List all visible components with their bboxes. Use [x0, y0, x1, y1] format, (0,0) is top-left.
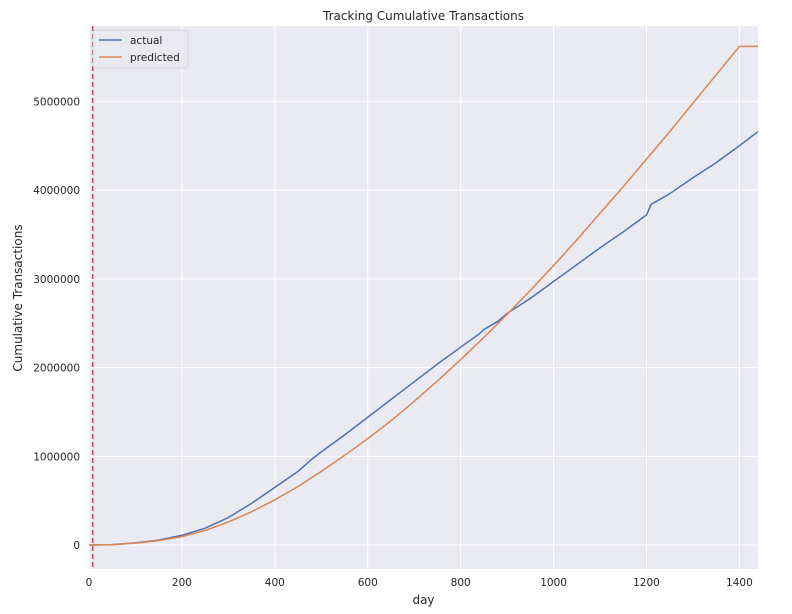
y-tick-label: 4000000: [33, 185, 80, 197]
y-tick-label: 5000000: [33, 96, 80, 108]
x-tick-label: 200: [172, 577, 192, 589]
x-tick-label: 1000: [540, 577, 567, 589]
tick-labels: 0 200 400 600 800 1000 1200 1400 0 1000000 2000000…: [33, 96, 753, 589]
x-tick-label: 800: [451, 577, 471, 589]
y-tick-label: 0: [73, 540, 80, 552]
x-tick-label: 1400: [726, 577, 753, 589]
plot-background: [89, 26, 758, 569]
x-tick-label: 600: [358, 577, 378, 589]
y-tick-label: 3000000: [33, 274, 80, 286]
x-tick-label: 1200: [633, 577, 660, 589]
y-tick-label: 2000000: [33, 363, 80, 375]
legend: actual predicted: [92, 29, 189, 69]
y-tick-label: 1000000: [33, 451, 80, 463]
legend-label-predicted: predicted: [130, 52, 180, 64]
legend-label-actual: actual: [130, 35, 162, 47]
y-axis-label: Cumulative Transactions: [11, 224, 25, 371]
x-tick-label: 400: [265, 577, 285, 589]
gridlines: [88, 26, 758, 569]
series-layer: [88, 45, 759, 546]
series-line-actual: [88, 130, 759, 546]
x-tick-label: 0: [86, 577, 93, 589]
chart-title: Tracking Cumulative Transactions: [322, 9, 524, 23]
series-line-predicted: [88, 45, 758, 546]
x-axis-label: day: [412, 593, 434, 607]
